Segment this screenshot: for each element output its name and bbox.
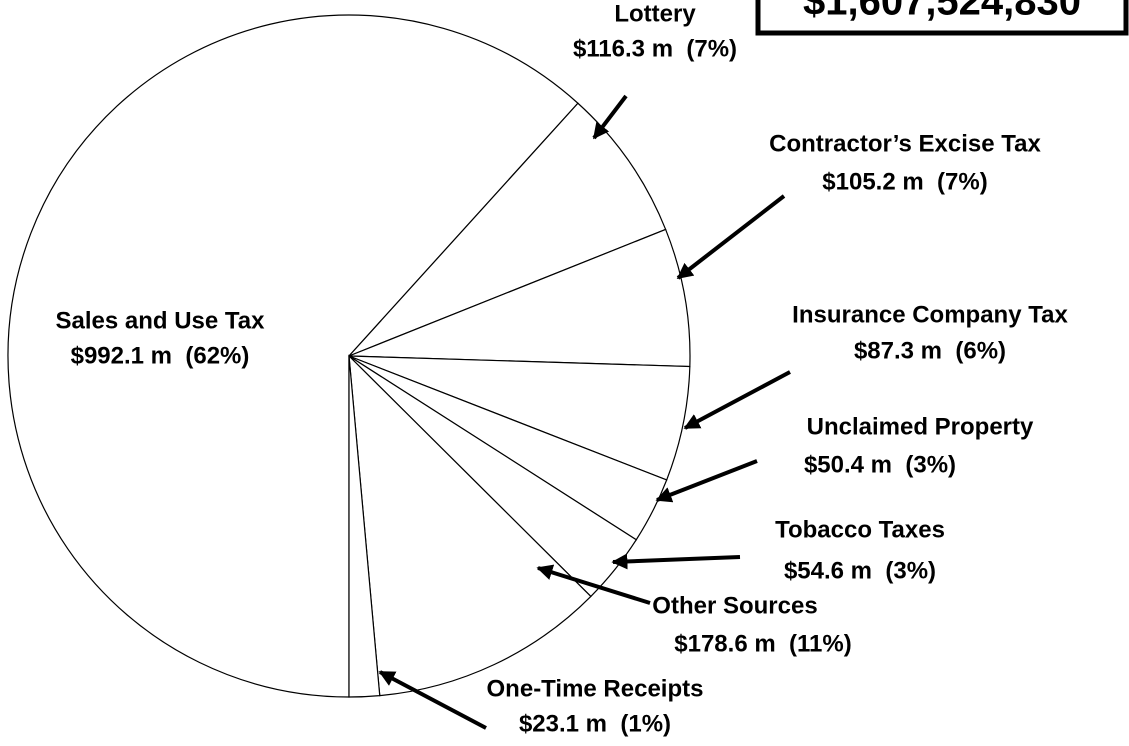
slice-label: Insurance Company Tax bbox=[792, 301, 1068, 328]
slice-value-label: $54.6 m (3%) bbox=[784, 557, 936, 584]
label-arrow bbox=[683, 370, 791, 430]
slice-value-label: $23.1 m (1%) bbox=[519, 710, 671, 737]
label-arrow bbox=[378, 670, 487, 730]
total-label: $1,607,524,830 bbox=[803, 0, 1081, 24]
label-arrow bbox=[592, 94, 628, 140]
pie-slice bbox=[7, 14, 579, 698]
slice-value-label: $50.4 m (3%) bbox=[804, 451, 956, 478]
slice-label: Other Sources bbox=[652, 592, 817, 619]
slice-value-label: $116.3 m (7%) bbox=[573, 35, 737, 62]
label-arrow bbox=[676, 194, 786, 280]
pie-slice bbox=[348, 354, 592, 697]
slice-label: Unclaimed Property bbox=[807, 413, 1034, 440]
pie-slice bbox=[348, 102, 667, 357]
slice-label: Contractor’s Excise Tax bbox=[769, 130, 1041, 157]
slice-label: One-Time Receipts bbox=[487, 675, 704, 702]
slice-value-label: $105.2 m (7%) bbox=[822, 168, 987, 195]
slice-value-label: $87.3 m (6%) bbox=[854, 337, 1006, 364]
label-arrow bbox=[655, 459, 758, 503]
slice-value-label: $178.6 m (11%) bbox=[674, 630, 851, 657]
total-box bbox=[755, 0, 1129, 36]
slice-label: Lottery bbox=[614, 0, 696, 27]
pie-slice bbox=[348, 355, 381, 698]
label-arrow bbox=[611, 553, 741, 570]
label-arrow bbox=[536, 564, 651, 605]
pie-slice bbox=[348, 228, 691, 368]
slice-label: Tobacco Taxes bbox=[775, 516, 945, 543]
slice-label: Sales and Use Tax bbox=[56, 307, 266, 334]
slice-value-label: $992.1 m (62%) bbox=[71, 342, 250, 369]
